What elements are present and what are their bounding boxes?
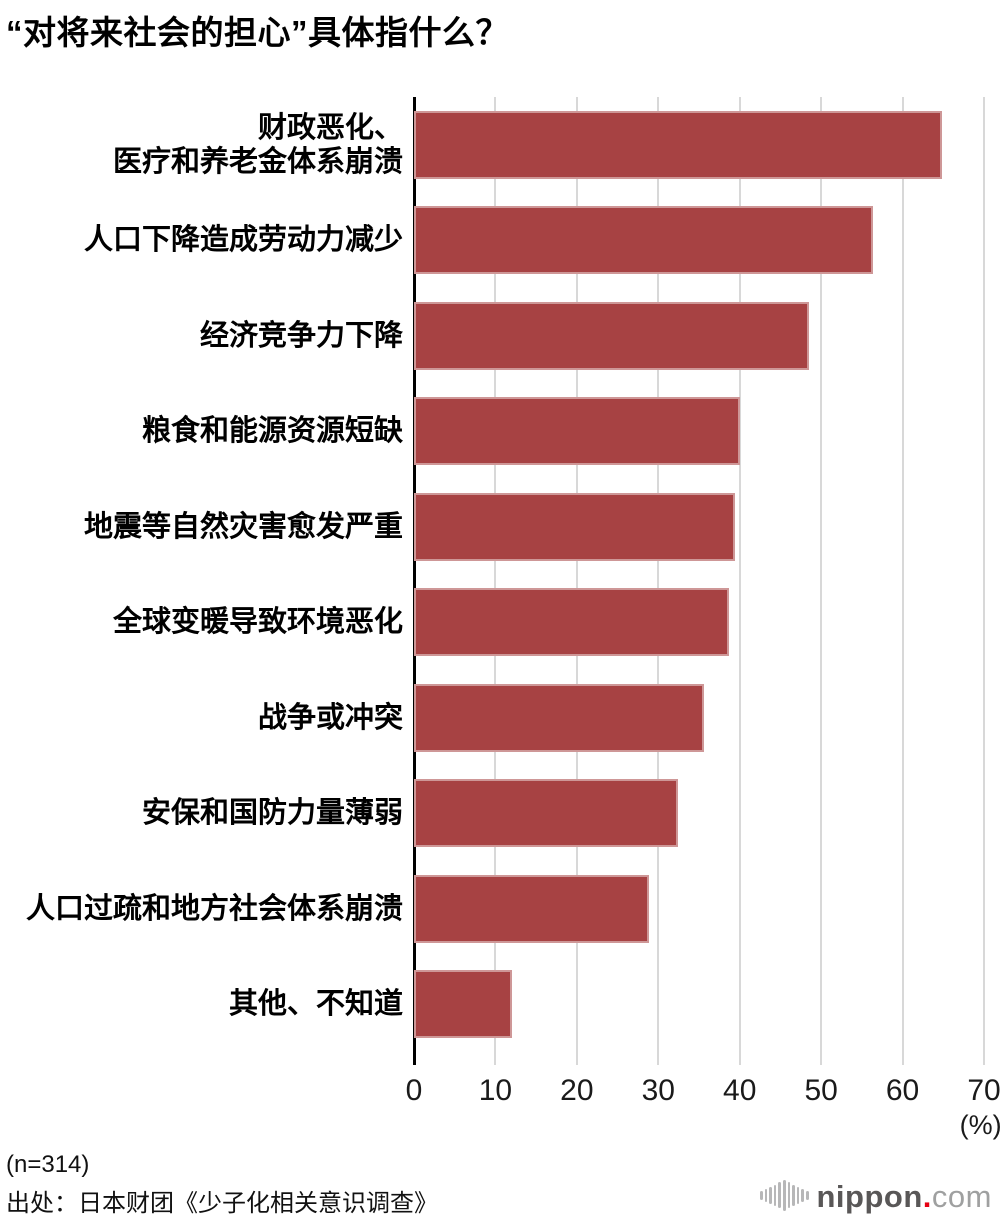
bar-label: 人口过疏和地方社会体系崩溃 bbox=[25, 892, 403, 925]
bar-label: 其他、不知道 bbox=[228, 988, 403, 1021]
nippon-logo: nippon.com bbox=[759, 1178, 993, 1214]
bar-row: 粮食和能源资源短缺 bbox=[0, 384, 992, 480]
bar-track bbox=[414, 683, 984, 752]
bar-label: 经济竞争力下降 bbox=[199, 319, 403, 352]
bar-label: 全球变暖导致环境恶化 bbox=[112, 606, 403, 639]
bar-label: 地震等自然灾害愈发严重 bbox=[83, 510, 403, 543]
bar-label: 粮食和能源资源短缺 bbox=[141, 415, 403, 448]
bar-label: 财政恶化、 医疗和养老金体系崩溃 bbox=[112, 111, 403, 178]
x-axis-ticks: 0 10 20 30 40 50 60 70 bbox=[406, 1074, 1000, 1110]
gridline bbox=[494, 97, 497, 1065]
gridline bbox=[901, 97, 904, 1065]
bar-track bbox=[414, 874, 984, 943]
soundwave-icon bbox=[759, 1178, 809, 1214]
footnote-source: 出处：日本财团《少子化相关意识调查》 bbox=[6, 1190, 438, 1217]
gridline bbox=[738, 97, 741, 1065]
gridline bbox=[820, 97, 823, 1065]
bar-row: 财政恶化、 医疗和养老金体系崩溃 bbox=[0, 97, 992, 193]
logo-text-dot: . bbox=[922, 1179, 932, 1214]
bar-track bbox=[414, 779, 984, 848]
bar bbox=[414, 206, 874, 275]
page-title: “对将来社会的担心”具体指什么？ bbox=[6, 14, 509, 51]
bar bbox=[414, 970, 512, 1039]
logo-text: nippon.com bbox=[817, 1180, 993, 1214]
bar-row: 人口下降造成劳动力减少 bbox=[0, 193, 992, 289]
bar-row: 地震等自然灾害愈发严重 bbox=[0, 479, 992, 575]
x-axis-unit-label: (%) bbox=[959, 1110, 1000, 1140]
bar bbox=[414, 492, 735, 561]
gridline bbox=[575, 97, 578, 1065]
plot-area bbox=[413, 97, 985, 1065]
y-axis-line bbox=[413, 97, 416, 1065]
bar bbox=[414, 683, 704, 752]
bar bbox=[414, 588, 730, 657]
bar bbox=[414, 110, 942, 179]
logo-text-name: nippon bbox=[816, 1179, 923, 1214]
bar-chart: 财政恶化、 医疗和养老金体系崩溃人口下降造成劳动力减少经济竞争力下降粮食和能源资… bbox=[0, 97, 1000, 1140]
x-axis-unit-row: (%) bbox=[414, 1110, 1000, 1142]
bar-rows: 财政恶化、 医疗和养老金体系崩溃人口下降造成劳动力减少经济竞争力下降粮食和能源资… bbox=[0, 97, 992, 1052]
bar-row: 安保和国防力量薄弱 bbox=[0, 766, 992, 862]
bar bbox=[414, 301, 809, 370]
footnote-sample-size: (n=314) bbox=[6, 1151, 90, 1178]
logo-text-tld: com bbox=[931, 1179, 992, 1214]
bar bbox=[414, 874, 650, 943]
gridline bbox=[657, 97, 660, 1065]
bar bbox=[414, 397, 740, 466]
bar-track bbox=[414, 206, 984, 275]
bar-track bbox=[414, 397, 984, 466]
bar-track bbox=[414, 492, 984, 561]
x-tick-label: 20 bbox=[560, 1074, 594, 1107]
x-tick-label: 60 bbox=[885, 1074, 920, 1107]
x-tick-label: 50 bbox=[804, 1074, 838, 1107]
bar-label: 人口下降造成劳动力减少 bbox=[83, 224, 403, 257]
x-tick-label: 30 bbox=[641, 1074, 675, 1107]
bar bbox=[414, 779, 678, 848]
bar-label: 战争或冲突 bbox=[257, 701, 403, 734]
bar-row: 战争或冲突 bbox=[0, 670, 992, 766]
x-tick-label: 0 bbox=[405, 1074, 423, 1107]
bar-row: 其他、不知道 bbox=[0, 957, 992, 1053]
bar-track bbox=[414, 970, 984, 1039]
gridline bbox=[983, 97, 985, 1065]
bar-row: 人口过疏和地方社会体系崩溃 bbox=[0, 861, 992, 957]
x-tick-label: 40 bbox=[723, 1074, 757, 1107]
bar-row: 全球变暖导致环境恶化 bbox=[0, 575, 992, 671]
x-tick-label: 70 bbox=[967, 1074, 1000, 1107]
bar-track bbox=[414, 301, 984, 370]
bar-row: 经济竞争力下降 bbox=[0, 288, 992, 384]
bar-track bbox=[414, 588, 984, 657]
bar-label: 安保和国防力量薄弱 bbox=[141, 797, 403, 830]
bar-track bbox=[414, 110, 984, 179]
x-tick-label: 10 bbox=[478, 1074, 513, 1107]
